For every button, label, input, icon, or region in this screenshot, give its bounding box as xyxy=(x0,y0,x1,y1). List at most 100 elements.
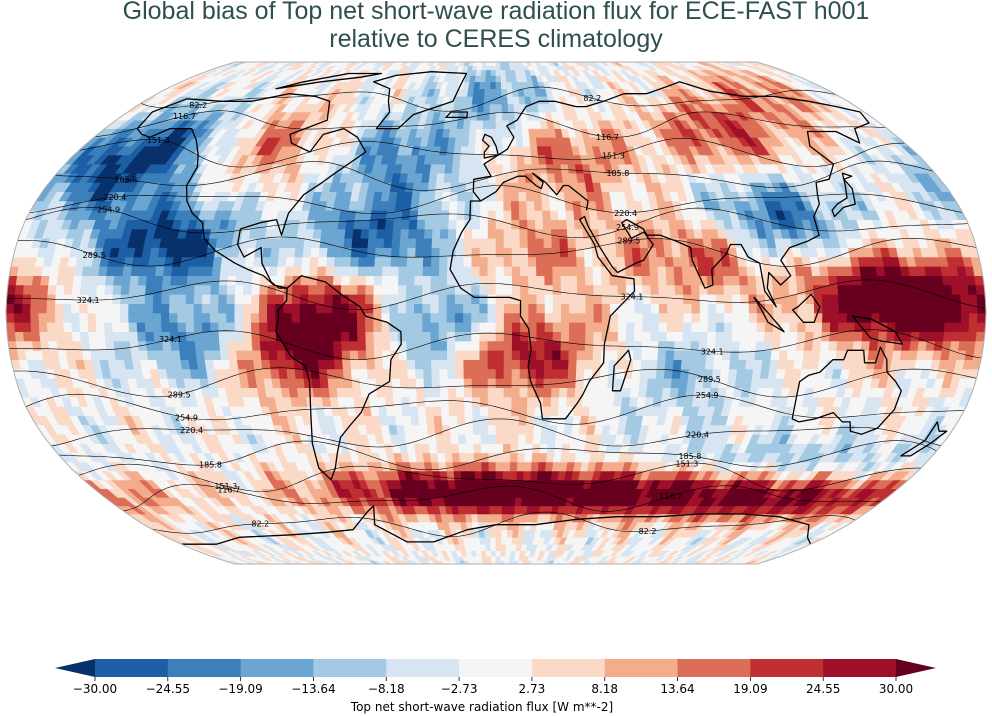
bias-cell xyxy=(476,497,484,507)
bias-cell xyxy=(168,312,179,323)
bias-cell xyxy=(722,265,732,277)
bias-cell xyxy=(259,331,269,342)
bias-cell xyxy=(317,265,327,277)
bias-cell xyxy=(471,247,481,258)
bias-cell xyxy=(450,443,460,454)
bias-cell xyxy=(838,303,848,314)
bias-cell xyxy=(655,247,666,258)
bias-cell xyxy=(454,303,464,314)
bias-cell xyxy=(501,529,508,538)
bias-cell xyxy=(654,378,665,389)
bias-cell xyxy=(119,303,130,314)
bias-cell xyxy=(593,331,603,342)
bias-cell xyxy=(516,461,526,472)
bias-cell xyxy=(277,256,288,267)
bias-cell xyxy=(568,359,578,370)
bias-cell xyxy=(502,443,512,454)
bias-cell xyxy=(885,275,895,286)
bias-cell xyxy=(546,443,556,454)
bias-cell xyxy=(819,349,829,361)
bias-cell xyxy=(228,359,239,370)
bias-cell xyxy=(573,406,583,417)
bias-cell xyxy=(585,284,595,295)
bias-cell xyxy=(227,275,237,286)
bias-cell xyxy=(822,312,832,323)
bias-cell xyxy=(786,349,797,361)
bias-cell xyxy=(917,340,928,351)
bias-cell xyxy=(895,312,905,323)
bias-cell xyxy=(423,378,433,389)
bias-cell xyxy=(430,293,440,305)
bias-cell xyxy=(114,349,125,361)
bias-cell xyxy=(128,312,138,323)
bias-cell xyxy=(462,303,472,314)
bias-cell xyxy=(664,256,675,267)
bias-cell xyxy=(446,349,456,361)
bias-cell xyxy=(242,284,253,295)
bias-cell xyxy=(326,247,337,258)
bias-cell xyxy=(471,256,481,267)
bias-cell xyxy=(588,406,599,417)
bias-cell xyxy=(456,406,466,417)
bias-cell xyxy=(642,293,652,305)
bias-cell xyxy=(431,378,441,389)
bias-cell xyxy=(682,284,692,295)
bias-cell xyxy=(448,210,458,220)
bias-cell xyxy=(408,396,418,407)
bias-cell xyxy=(463,238,473,248)
bias-cell xyxy=(495,470,504,481)
bias-cell xyxy=(48,275,59,286)
bias-cell xyxy=(414,349,424,361)
bias-cell xyxy=(637,387,648,398)
bias-cell xyxy=(503,387,513,398)
bias-cell xyxy=(544,265,554,277)
bias-cell xyxy=(312,387,323,398)
bias-cell xyxy=(593,284,603,295)
bias-cell xyxy=(278,247,289,258)
bias-cell xyxy=(367,238,377,248)
bias-cell xyxy=(560,303,570,314)
bias-cell xyxy=(631,247,642,258)
bias-cell xyxy=(201,293,212,305)
bias-cell xyxy=(591,378,601,389)
bias-cell xyxy=(919,293,929,305)
bias-cell xyxy=(472,433,482,444)
bias-cell xyxy=(577,293,587,305)
bias-cell xyxy=(715,331,725,342)
bias-cell xyxy=(713,265,724,277)
bias-cell xyxy=(511,238,521,248)
bias-cell xyxy=(218,284,228,295)
bias-cell xyxy=(590,387,600,398)
bias-cell xyxy=(639,368,650,379)
bias-cell xyxy=(365,284,375,295)
bias-cell xyxy=(344,387,355,398)
bias-cell xyxy=(418,200,428,211)
bias-cell xyxy=(501,497,510,507)
bias-cell xyxy=(261,359,272,370)
bias-cell xyxy=(502,452,511,463)
bias-cell xyxy=(413,312,423,323)
bias-cell xyxy=(295,378,306,389)
bias-cell xyxy=(394,415,405,426)
bias-cell xyxy=(511,321,521,333)
bias-cell xyxy=(22,331,33,342)
bias-cell xyxy=(518,415,528,426)
bias-cell xyxy=(835,265,846,277)
bias-cell xyxy=(120,321,130,333)
bias-cell xyxy=(519,238,529,248)
bias-cell xyxy=(342,256,352,267)
bias-cell xyxy=(772,284,782,295)
bias-cell xyxy=(568,256,578,267)
bias-cell xyxy=(482,560,488,564)
bias-cell xyxy=(340,312,350,323)
bias-cell xyxy=(543,359,553,370)
bias-cell xyxy=(145,275,156,286)
bias-cell xyxy=(550,219,560,230)
bias-cell xyxy=(730,265,740,277)
bias-cell xyxy=(812,284,823,295)
bias-cell xyxy=(547,433,557,444)
bias-cell xyxy=(441,200,451,211)
bias-cell xyxy=(234,284,245,295)
bias-cell xyxy=(487,238,497,248)
bias-cell xyxy=(348,303,358,314)
